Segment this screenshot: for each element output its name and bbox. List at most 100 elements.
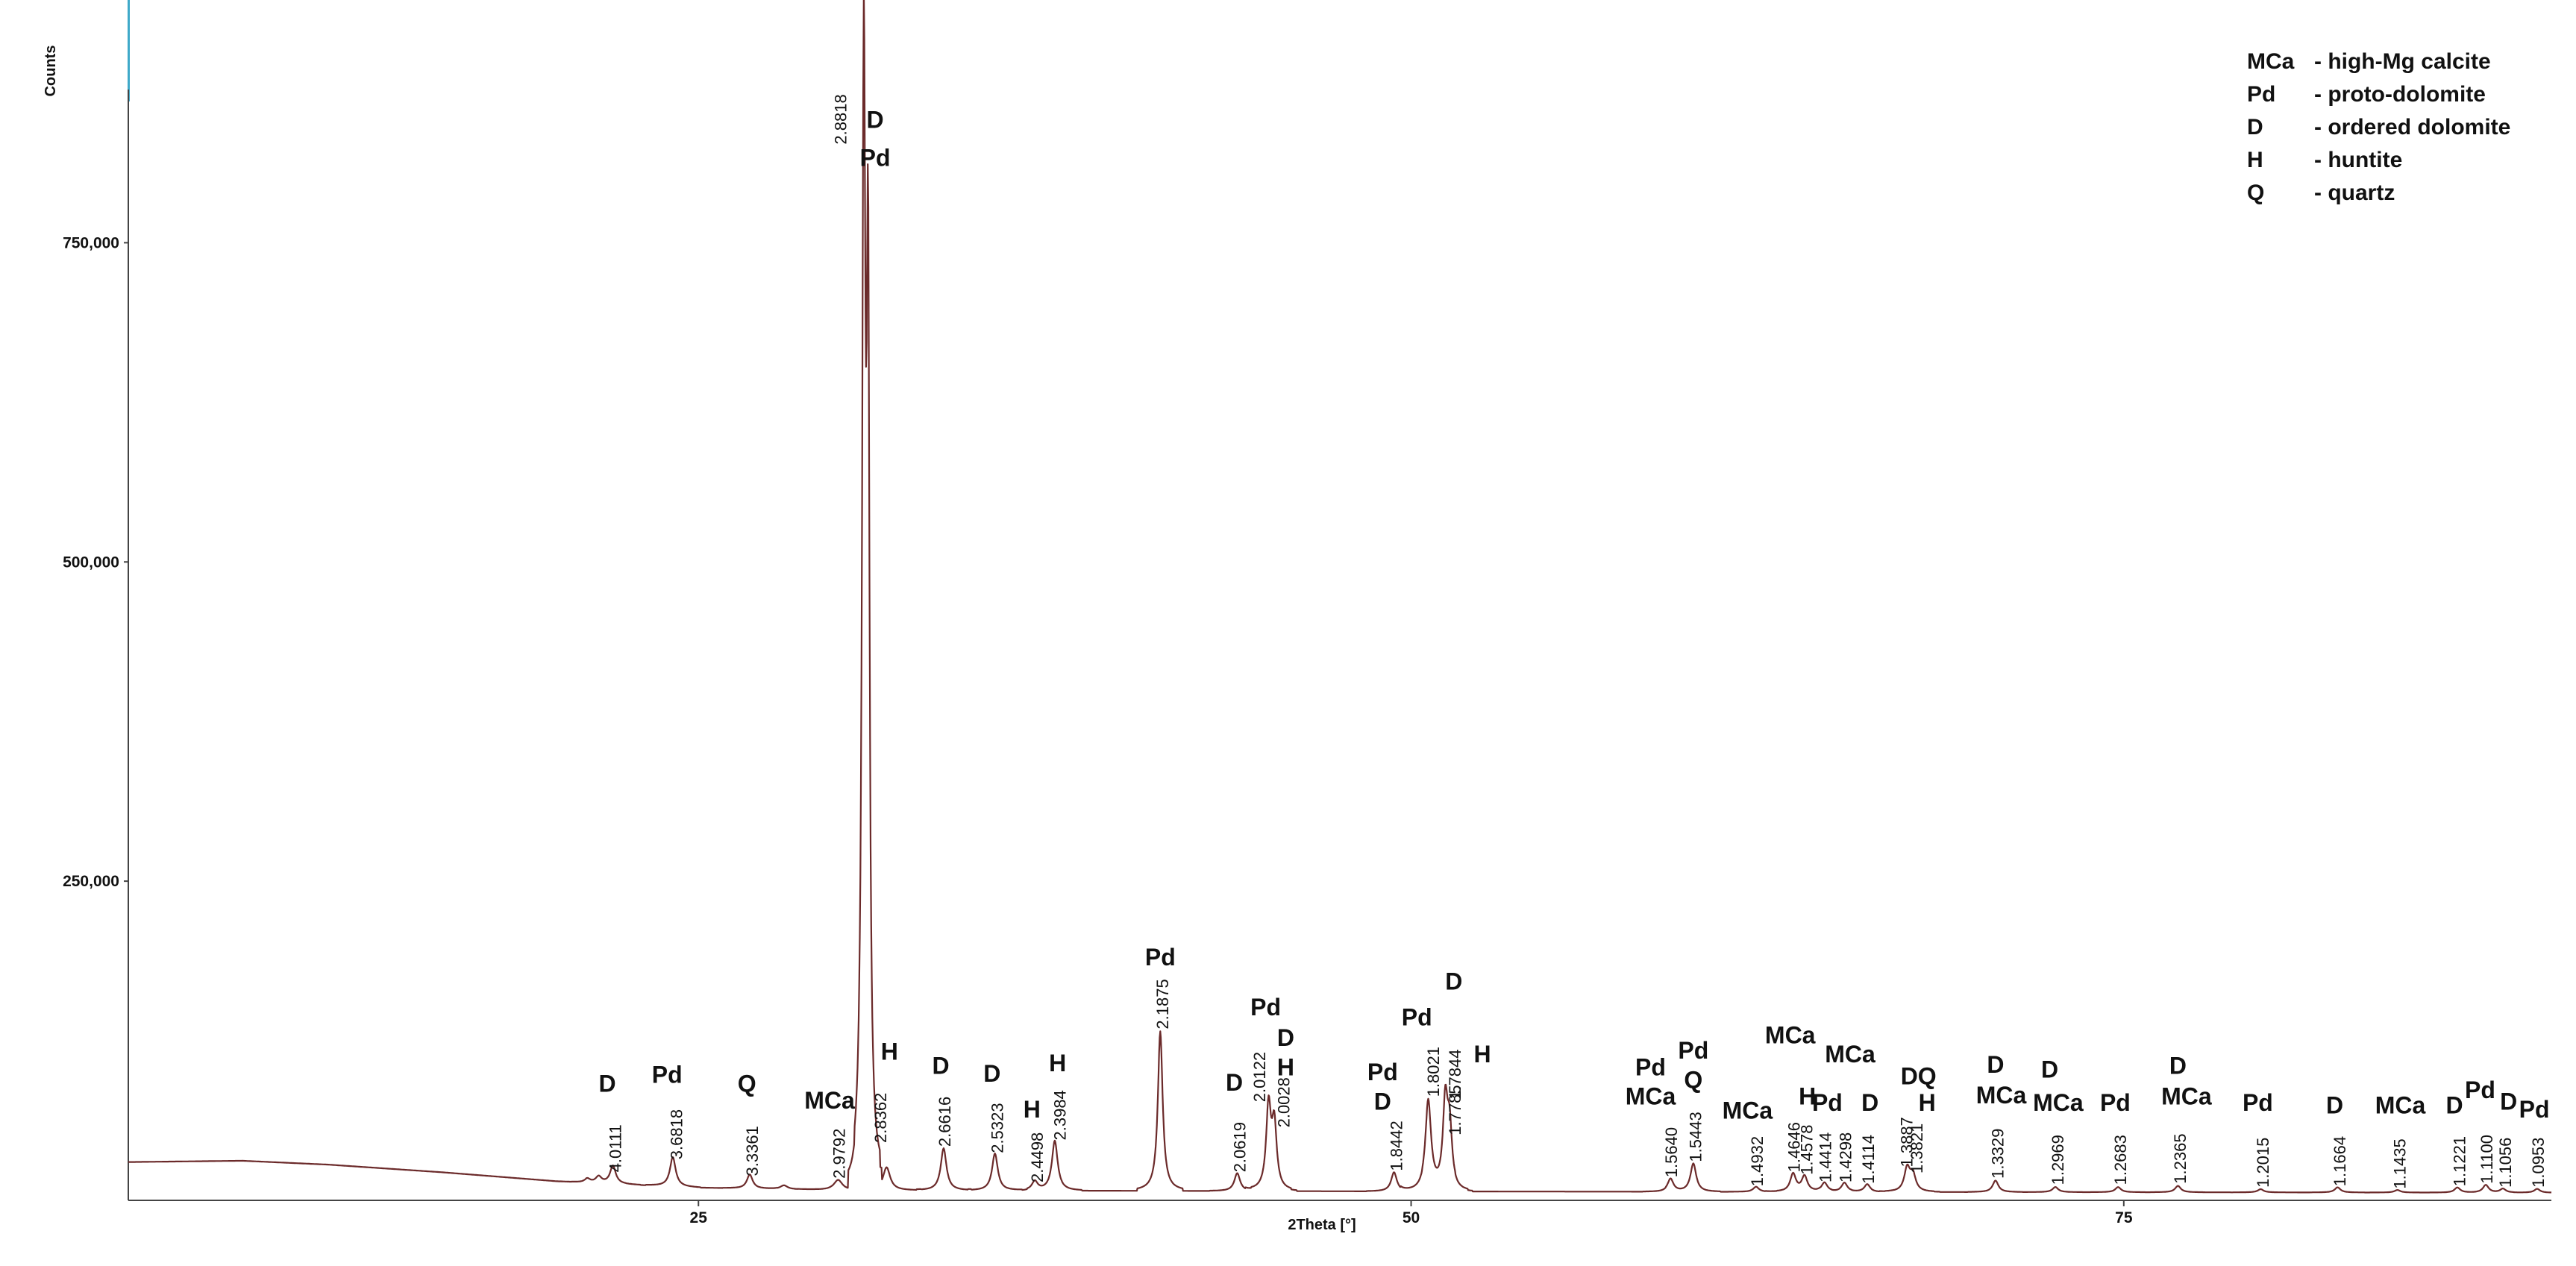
d-spacing-label: 2.0028 — [1275, 1077, 1294, 1127]
phase-label: Pd — [1635, 1053, 1666, 1080]
d-spacing-label: 2.5323 — [988, 1103, 1007, 1153]
d-spacing-label: 1.4114 — [1859, 1135, 1878, 1184]
phase-label: Q — [1684, 1066, 1702, 1093]
phase-label: H — [1919, 1089, 1936, 1116]
phase-label: H — [1799, 1083, 1816, 1110]
d-spacing-label: 1.7844 — [1446, 1050, 1464, 1100]
legend-description: - high-Mg calcite — [2314, 49, 2491, 74]
d-spacing-label: 2.8818 — [831, 94, 850, 144]
y-axis-ticks: 250,000 500,000 750,000 — [63, 234, 128, 890]
phase-label: Pd — [1812, 1089, 1843, 1116]
phase-label: Pd — [2100, 1089, 2131, 1116]
diffraction-pattern — [128, 0, 2552, 1194]
legend-code: MCa — [2247, 49, 2295, 74]
phase-label: Pd — [2465, 1077, 2495, 1103]
xrd-pattern-line — [128, 0, 2552, 1194]
x-tick-label: 50 — [1403, 1209, 1420, 1226]
phase-label: H — [881, 1038, 898, 1065]
phase-label: Pd — [1250, 994, 1281, 1021]
phase-label: Pd — [2243, 1089, 2273, 1116]
d-spacing-label: 2.9792 — [830, 1129, 848, 1179]
d-spacing-label: 1.2969 — [2049, 1135, 2067, 1185]
phase-label: Q — [738, 1071, 756, 1097]
y-tick-label: 500,000 — [63, 554, 119, 571]
d-spacing-label: 2.6616 — [936, 1097, 954, 1147]
d-spacing-label: 1.1664 — [2331, 1136, 2349, 1186]
phase-label: D — [867, 106, 884, 133]
legend-description: - proto-dolomite — [2314, 82, 2486, 107]
phase-label: D — [2446, 1092, 2463, 1119]
d-spacing-label: 1.4298 — [1836, 1132, 1855, 1182]
legend-code: D — [2247, 115, 2263, 140]
d-spacing-label: 2.4498 — [1028, 1132, 1047, 1182]
phase-label: D — [1374, 1088, 1391, 1115]
d-spacing-label: 1.2015 — [2254, 1138, 2272, 1188]
phase-label: D — [1226, 1069, 1243, 1096]
d-spacing-label: 2.1875 — [1153, 979, 1172, 1029]
phase-label: D — [983, 1060, 1000, 1087]
d-spacing-label: 1.4932 — [1748, 1136, 1767, 1186]
phase-label: MCa — [1723, 1097, 1773, 1124]
d-spacing-label: 1.5443 — [1687, 1112, 1705, 1162]
phase-label: MCa — [1765, 1022, 1816, 1049]
d-spacing-label: 1.1056 — [2496, 1138, 2515, 1188]
phase-label: MCa — [2161, 1083, 2212, 1110]
d-spacing-label: 1.7785 — [1446, 1085, 1464, 1135]
phase-label: H — [1024, 1096, 1041, 1123]
phase-label: D — [1987, 1051, 2004, 1078]
d-spacing-label: 1.1435 — [2391, 1138, 2410, 1188]
phase-label: H — [1474, 1041, 1491, 1068]
legend: MCa - high-Mg calcite Pd - proto-dolomite D -… — [2247, 49, 2510, 205]
phase-label: Pd — [1367, 1059, 1398, 1085]
d-spacing-label: 1.2365 — [2171, 1133, 2190, 1183]
d-spacing-label: 1.3821 — [1908, 1124, 1926, 1173]
d-spacing-label: 2.3984 — [1051, 1090, 1070, 1140]
d-spacing-label: 1.5640 — [1662, 1127, 1681, 1177]
phase-label: D — [2500, 1088, 2517, 1115]
phase-label: D — [2041, 1056, 2058, 1083]
d-spacing-label: 1.2683 — [2111, 1135, 2130, 1185]
phase-label: Pd — [1145, 944, 1176, 971]
d-spacing-label: 1.8021 — [1424, 1047, 1443, 1097]
phase-label: Pd — [860, 145, 891, 172]
legend-description: - huntite — [2314, 148, 2402, 172]
x-axis-title: 2Theta [°] — [1288, 1217, 1356, 1233]
d-spacing-label: 4.0111 — [606, 1124, 624, 1172]
phase-label: MCa — [804, 1087, 855, 1114]
x-tick-label: 25 — [690, 1209, 708, 1226]
d-spacing-label: 1.3329 — [1989, 1129, 2008, 1179]
x-tick-label: 75 — [2115, 1209, 2133, 1226]
d-spacing-label: 1.1221 — [2451, 1136, 2469, 1186]
phase-label: D — [1277, 1024, 1294, 1051]
phase-label: Pd — [2519, 1096, 2550, 1123]
d-spacing-label: 1.4646 — [1785, 1122, 1804, 1172]
phase-label: Pd — [652, 1062, 683, 1088]
legend-code: Q — [2247, 181, 2264, 205]
d-spacing-label: 2.8362 — [871, 1093, 890, 1143]
d-spacing-label: 1.8442 — [1387, 1121, 1405, 1171]
phase-label: MCa — [2375, 1092, 2426, 1119]
y-axis-title: Counts — [43, 46, 59, 97]
phase-label: Pd — [1678, 1037, 1708, 1064]
corner-accent-bar — [128, 0, 130, 101]
d-spacing-label: 3.6818 — [668, 1109, 686, 1159]
phase-label: H — [1049, 1050, 1066, 1077]
d-spacing-label: 3.3361 — [743, 1126, 762, 1176]
legend-code: H — [2247, 148, 2263, 172]
d-spacing-label: 2.0122 — [1250, 1052, 1269, 1102]
phase-label: MCa — [1976, 1082, 2027, 1109]
legend-code: Pd — [2247, 82, 2275, 107]
phase-label: D — [2326, 1092, 2343, 1119]
phase-label: D — [932, 1053, 949, 1079]
d-spacing-label: 1.0953 — [2529, 1138, 2548, 1188]
phase-label: D — [2169, 1053, 2187, 1079]
phase-label: DQ — [1901, 1062, 1937, 1089]
phase-label: Pd — [1402, 1004, 1432, 1031]
phase-label: D — [1861, 1089, 1878, 1116]
d-spacing-label: 2.0619 — [1230, 1122, 1249, 1172]
phase-label: D — [598, 1071, 615, 1097]
d-spacing-label: 1.1100 — [2478, 1135, 2496, 1184]
phase-label: MCa — [2033, 1089, 2084, 1116]
